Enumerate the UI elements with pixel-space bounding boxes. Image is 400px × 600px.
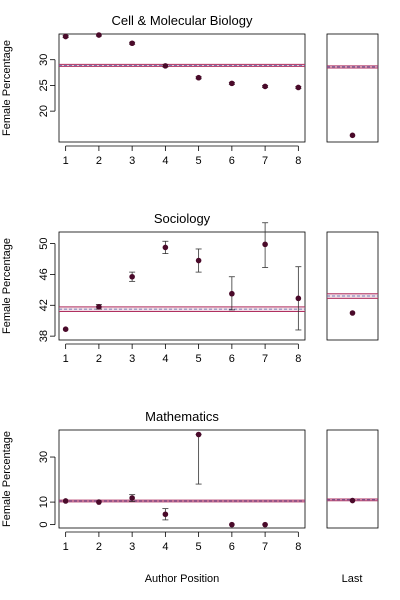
x-tick-label: 7 xyxy=(262,155,268,167)
data-point xyxy=(195,74,202,81)
data-point xyxy=(129,495,135,501)
last-box xyxy=(326,33,379,143)
data-point xyxy=(229,80,235,87)
y-tick-label: 0 xyxy=(38,522,50,528)
plot-box xyxy=(58,33,306,143)
panel-title: Mathematics xyxy=(145,409,219,424)
x-tick-label: 7 xyxy=(262,353,268,365)
data-point xyxy=(229,290,235,297)
x-tick-label: 4 xyxy=(162,541,168,553)
x-tick-label: 8 xyxy=(295,541,301,553)
data-point xyxy=(229,521,235,528)
x-tick-label: 6 xyxy=(229,155,235,167)
data-point xyxy=(96,499,102,505)
plot-box xyxy=(58,231,306,341)
y-tick-label: 20 xyxy=(38,105,50,117)
y-tick-label: 30 xyxy=(38,54,50,66)
y-tick-label: 25 xyxy=(38,79,50,91)
y-tick-label: 50 xyxy=(38,237,50,249)
data-point xyxy=(96,304,102,310)
x-tick-label: 5 xyxy=(196,155,202,167)
panel-1: Cell & Molecular Biology Female Percentag… xyxy=(1,13,379,167)
last-data-point xyxy=(349,310,356,316)
data-point xyxy=(96,32,102,38)
panel-2: Sociology Female Percentage 38 42 46 50 1 2 3 4 5 6… xyxy=(1,211,379,365)
x-tick-label: 2 xyxy=(96,155,102,167)
x-tick-label: 8 xyxy=(295,155,301,167)
last-box xyxy=(326,231,379,341)
y-tick-label: 38 xyxy=(38,330,50,342)
panel-3: Mathematics Female Percentage 0 10 30 1 2 3 4 5 6 7… xyxy=(1,409,379,553)
x-tick-label: 1 xyxy=(63,541,69,553)
x-tick-label: 2 xyxy=(96,353,102,365)
data-point xyxy=(162,244,169,251)
y-tick-label: 10 xyxy=(38,496,50,508)
panel-title: Sociology xyxy=(154,211,211,226)
data-point xyxy=(62,33,69,40)
x-tick-label: 1 xyxy=(63,155,69,167)
last-data-point xyxy=(349,497,356,504)
data-point xyxy=(129,273,135,280)
x-axis-title: Author Position xyxy=(145,573,220,585)
data-point xyxy=(62,326,69,333)
data-point xyxy=(262,241,268,248)
x-tick-label: 2 xyxy=(96,541,102,553)
x-tick-label: 3 xyxy=(129,155,135,167)
data-point xyxy=(162,63,169,69)
data-point xyxy=(129,40,135,47)
x-tick-label: 8 xyxy=(295,353,301,365)
data-point xyxy=(295,84,302,91)
x-tick-label: 3 xyxy=(129,541,135,553)
x-tick-label: 3 xyxy=(129,353,135,365)
data-point xyxy=(162,511,169,518)
y-axis-label: Female Percentage xyxy=(1,40,13,136)
data-point xyxy=(62,498,69,504)
panel-title: Cell & Molecular Biology xyxy=(112,13,253,28)
x-tick-label: 5 xyxy=(196,353,202,365)
x-tick-label: 7 xyxy=(262,541,268,553)
x-tick-label: 6 xyxy=(229,541,235,553)
plot-box xyxy=(58,429,306,529)
y-axis-label: Female Percentage xyxy=(1,238,13,334)
y-tick-label: 30 xyxy=(38,451,50,463)
y-tick-label: 46 xyxy=(38,268,50,280)
last-box xyxy=(326,429,379,529)
data-point xyxy=(295,295,302,302)
x-tick-label: 1 xyxy=(63,353,69,365)
data-point xyxy=(262,83,268,90)
y-axis-label: Female Percentage xyxy=(1,431,13,527)
last-data-point xyxy=(349,132,356,139)
data-point xyxy=(262,521,268,528)
data-point xyxy=(195,257,202,264)
x-tick-label: 6 xyxy=(229,353,235,365)
data-point xyxy=(195,431,202,438)
x-tick-label: 4 xyxy=(162,155,168,167)
x-tick-label: 5 xyxy=(196,541,202,553)
y-tick-label: 42 xyxy=(38,299,50,311)
x-tick-label: 4 xyxy=(162,353,168,365)
last-axis-title: Last xyxy=(342,573,363,585)
